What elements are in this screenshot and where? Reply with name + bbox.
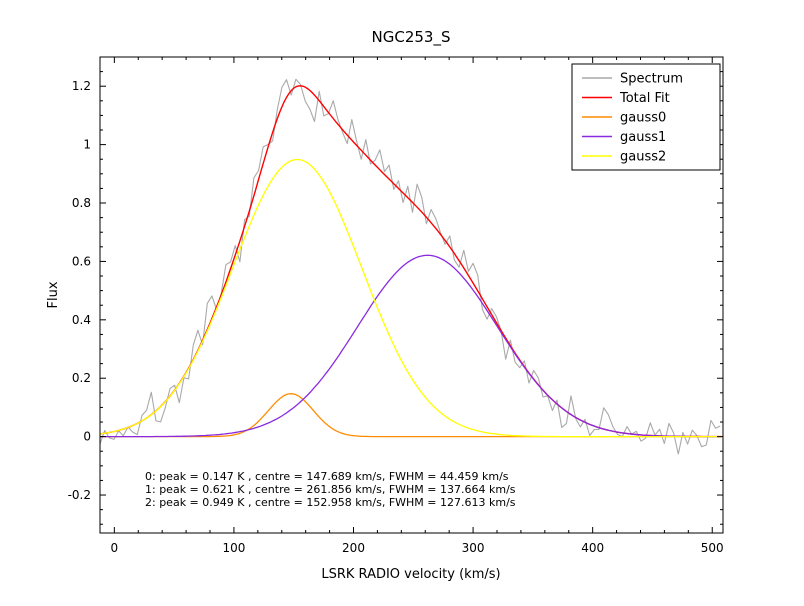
y-axis-label: Flux — [46, 281, 61, 308]
y-tick-label: 1 — [83, 138, 91, 152]
y-tick-label: 0 — [83, 430, 91, 444]
y-tick-label: 0.4 — [72, 313, 91, 327]
x-tick-label: 0 — [111, 541, 119, 555]
legend-label: Total Fit — [619, 91, 670, 106]
y-tick-label: -0.2 — [68, 488, 91, 502]
x-tick-label: 500 — [701, 541, 724, 555]
x-axis-label: LSRK RADIO velocity (km/s) — [321, 567, 500, 582]
legend-label: gauss1 — [620, 130, 666, 145]
fit-annotation-2: 2: peak = 0.949 K , centre = 152.958 km/… — [145, 496, 516, 509]
y-tick-label: 0.2 — [72, 371, 91, 385]
legend-label: gauss0 — [620, 111, 666, 126]
x-tick-label: 400 — [581, 541, 604, 555]
y-tick-label: 0.6 — [72, 254, 91, 268]
fit-annotation-1: 1: peak = 0.621 K , centre = 261.856 km/… — [145, 483, 516, 496]
plot-area: 0 100 200 300 400 500 -0.2 0 0.2 0.4 0.6 0.8 1 1.2 Spe… — [68, 56, 724, 555]
chart-title: NGC253_S — [372, 28, 451, 47]
y-tick-label: 0.8 — [72, 196, 91, 210]
x-tick-label: 200 — [342, 541, 365, 555]
legend: Spectrum Total Fit gauss0 gauss1 gauss2 — [571, 63, 721, 171]
fit-annotation-0: 0: peak = 0.147 K , centre = 147.689 km/… — [145, 470, 509, 483]
gauss2-line — [100, 158, 722, 438]
legend-label: gauss2 — [620, 150, 666, 165]
y-tick-label: 1.2 — [72, 79, 91, 93]
legend-label: Spectrum — [620, 72, 683, 87]
x-tick-label: 300 — [462, 541, 485, 555]
x-tick-label: 100 — [222, 541, 245, 555]
gauss1-line — [100, 254, 722, 438]
plot-border — [99, 56, 724, 534]
